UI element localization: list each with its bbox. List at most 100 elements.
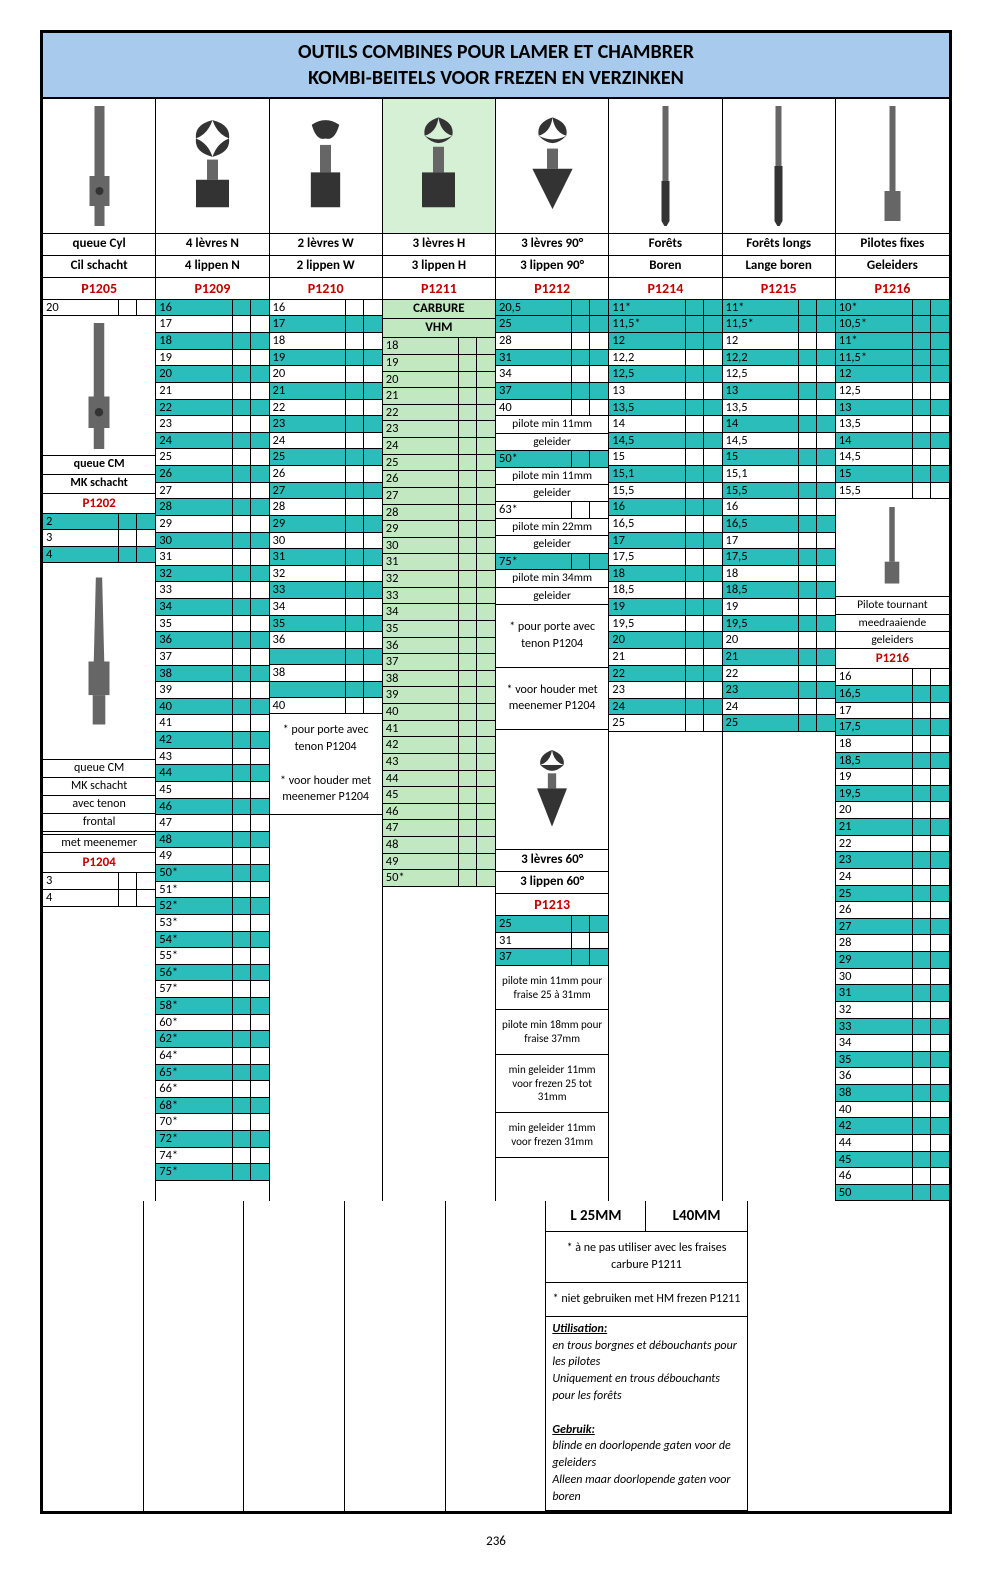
- product-code: P1216: [836, 278, 949, 300]
- text-row: meedraaiende: [836, 615, 949, 632]
- text-row: geleider: [496, 536, 608, 553]
- data-row: 11,5*: [723, 316, 835, 333]
- data-row: 22: [383, 405, 495, 422]
- data-row: 19: [836, 769, 949, 786]
- data-row: 36: [270, 632, 382, 649]
- length-label: L 25MM: [546, 1201, 646, 1231]
- data-row: 16,5: [609, 516, 721, 533]
- data-row: 19: [383, 355, 495, 372]
- data-row: 13,5: [609, 400, 721, 417]
- data-row: 21: [156, 383, 268, 400]
- data-row: 18,5: [723, 582, 835, 599]
- data-row: 35: [836, 1052, 949, 1069]
- section-label: queue CM: [43, 760, 155, 778]
- data-row: 16: [270, 300, 382, 317]
- data-row: 28: [496, 333, 608, 350]
- data-row: [270, 649, 382, 665]
- data-row: 33: [270, 582, 382, 599]
- merged-row: L 25MML40MM* à ne pas utiliser avec les …: [43, 1201, 949, 1510]
- data-row: 34: [156, 599, 268, 616]
- data-row: 25: [836, 886, 949, 903]
- data-row: 22: [609, 666, 721, 683]
- product-code: P1210: [270, 278, 382, 300]
- data-row: 32: [270, 566, 382, 583]
- length-label: L40MM: [646, 1201, 746, 1231]
- data-row: 32: [156, 566, 268, 583]
- footnote: * voor houder met meenemer P1204: [496, 668, 608, 731]
- data-row: 16: [609, 499, 721, 516]
- data-row: 31: [836, 985, 949, 1002]
- data-row: 44: [156, 765, 268, 782]
- column-header: 3 lippen 90°: [496, 256, 608, 278]
- section-label: met meenemer: [43, 835, 155, 853]
- data-row: 31: [496, 933, 608, 950]
- data-row: 24: [270, 433, 382, 450]
- data-row: 25: [609, 715, 721, 732]
- data-row: 36: [836, 1068, 949, 1085]
- tool-image: [270, 99, 382, 234]
- data-row: 63*: [496, 502, 608, 519]
- text-row: geleider: [496, 588, 608, 605]
- data-row: 55*: [156, 948, 268, 965]
- data-row: 24: [836, 869, 949, 886]
- data-row: 37: [496, 383, 608, 400]
- data-row: 15,5: [609, 483, 721, 500]
- data-row: 32: [383, 571, 495, 588]
- data-row: 42: [836, 1118, 949, 1135]
- data-row: 47: [383, 820, 495, 837]
- title-nl: KOMBI-BEITELS VOOR FREZEN EN VERZINKEN: [43, 65, 949, 91]
- product-code: P1209: [156, 278, 268, 300]
- text-row: geleider: [496, 485, 608, 502]
- data-row: 25: [723, 715, 835, 732]
- data-row: 12,5: [836, 383, 949, 400]
- code-row: P1205P1209P1210P1211P1212P1214P1215P1216: [43, 278, 949, 300]
- header-row: queue CylCil schacht4 lèvres N4 lippen N…: [43, 234, 949, 278]
- column-body: 1617181920212223242526272829303132333435…: [156, 300, 269, 1202]
- data-row: 14,5: [723, 433, 835, 450]
- data-row: 32: [836, 1002, 949, 1019]
- data-row: 45: [383, 787, 495, 804]
- data-row: 19,5: [836, 786, 949, 803]
- data-row: 20: [270, 366, 382, 383]
- data-row: 33: [156, 582, 268, 599]
- data-row: 18: [609, 566, 721, 583]
- text-row: pilote min 11mm: [496, 416, 608, 433]
- data-row: 16: [836, 669, 949, 686]
- data-row: 28: [383, 505, 495, 522]
- data-row: 17,5: [723, 549, 835, 566]
- data-row: 34: [836, 1035, 949, 1052]
- data-row: 30: [270, 533, 382, 550]
- tool-image: [836, 99, 949, 234]
- data-row: 24: [156, 433, 268, 450]
- data-row: 37: [496, 949, 608, 966]
- data-row: 11*: [609, 300, 721, 317]
- column-body: 20,5252831343740pilote min 11mmgeleider5…: [496, 300, 609, 1202]
- data-row: 53*: [156, 915, 268, 932]
- data-row: 25: [156, 449, 268, 466]
- data-row: 11,5*: [609, 316, 721, 333]
- column-header: Forêts: [609, 234, 721, 256]
- column-body: 20 queue CMMK schachtP1202234 queue CMMK…: [43, 300, 156, 1202]
- data-row: 13: [609, 383, 721, 400]
- data-row: 25: [496, 316, 608, 333]
- text-row: pilote min 18mm pour fraise 37mm: [496, 1010, 608, 1055]
- tool-image: [43, 99, 155, 234]
- data-row: 23: [270, 416, 382, 433]
- data-row: 65*: [156, 1065, 268, 1082]
- data-row: 17: [609, 533, 721, 550]
- column-body: 11*11,5*1212,212,51313,51414,51515,115,5…: [723, 300, 836, 1202]
- column-header: 3 lippen H: [383, 256, 495, 278]
- data-row: 40: [270, 698, 382, 715]
- data-row: 38: [836, 1085, 949, 1102]
- data-row: 46: [156, 799, 268, 816]
- section-label: queue CM: [43, 456, 155, 475]
- data-row: 43: [383, 754, 495, 771]
- tool-image: [383, 99, 495, 234]
- data-row: 40: [383, 704, 495, 721]
- data-row: 17: [156, 316, 268, 333]
- data-row: 20,5: [496, 300, 608, 317]
- data-row: 34: [496, 366, 608, 383]
- text-row: pilote min 22mm: [496, 519, 608, 536]
- data-row: 42: [383, 737, 495, 754]
- combined-block: L 25MML40MM* à ne pas utiliser avec les …: [546, 1201, 747, 1510]
